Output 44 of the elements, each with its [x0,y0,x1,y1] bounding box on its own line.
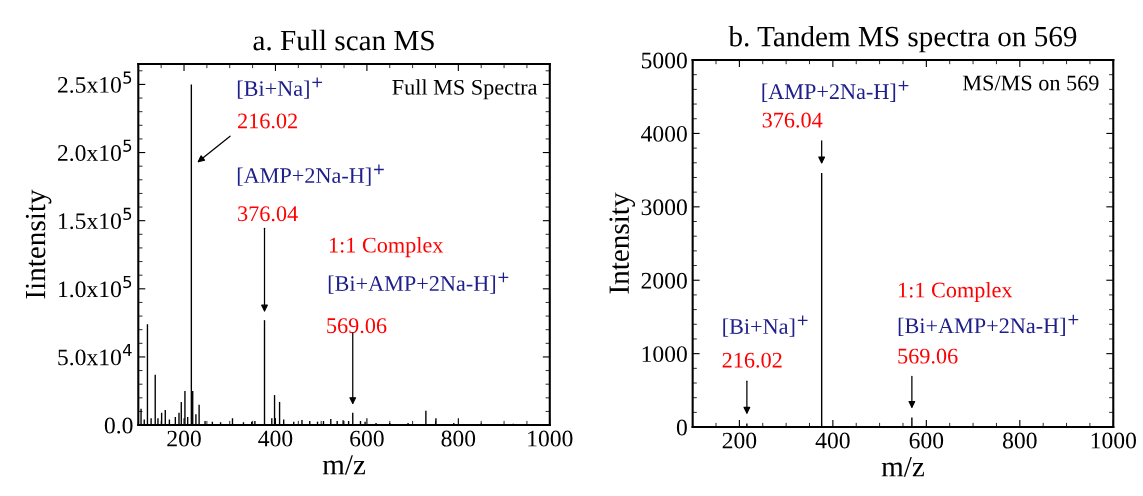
annotation: [Bi+Na]$^{+}$ [723,315,808,337]
annotation: [Bi+Na]$^{+}$ [237,77,323,99]
x-tick-label: 800 [1003,432,1037,449]
x-tick-label: 1000 [528,430,573,447]
annotation: [Bi+AMP+2Na-H]$^{+}$ [898,314,1079,337]
y-tick-label: 1.0x10$^{5}$ [59,275,132,298]
annotation: 1:1 Complex [899,281,1013,303]
x-tick-label: 600 [350,430,384,447]
x-tick-label: 200 [167,430,201,447]
annotation: 1:1 Complex [329,236,444,258]
y-tick-label: 5000 [641,52,687,69]
chart-title: a. Full scan MS [253,29,434,51]
y-axis-title: Iintensity [25,189,52,299]
y-tick-label: 0.0 [104,417,133,434]
x-tick-label: 800 [441,430,476,447]
y-tick-label: 1000 [642,346,687,363]
y-tick-label: 1.5x10$^{5}$ [59,207,132,230]
x-tick-label: 400 [815,432,850,449]
x-axis-title: m/z [881,457,925,477]
y-tick-label: 3000 [641,199,687,216]
annotation: 216.02 [722,352,782,368]
x-axis-title: m/z [322,455,366,475]
annotation: 569.06 [898,348,958,364]
chart-title: b. Tandem MS spectra on 569 [728,25,1077,53]
annotation: [AMP+2Na-H]$^{+}$ [762,80,909,102]
y-tick-label: 2.0x10$^{5}$ [57,139,132,162]
annotation: 569.06 [327,318,387,334]
annotation: [Bi+AMP+2Na-H]$^{+}$ [328,272,509,294]
y-tick-label: 4000 [641,125,687,142]
y-tick-label: 5.0x10$^{4}$ [58,344,132,366]
annotation: MS/MS on 569 [962,75,1099,91]
y-tick-label: 2000 [641,272,687,289]
annotation: 376.04 [238,206,298,222]
y-axis-title: Intensity [609,192,636,294]
annotation: [AMP+2Na-H]$^{+}$ [237,164,384,186]
annotation: Full MS Spectra [392,79,538,100]
y-tick-label: 0 [676,419,687,436]
x-tick-label: 400 [258,430,293,447]
annotation: 216.02 [238,113,297,129]
x-tick-label: 200 [722,432,757,449]
y-tick-label: 2.5x10$^{5}$ [57,71,132,93]
annotation: 376.04 [762,112,823,128]
x-tick-label: 1000 [1091,432,1136,449]
x-tick-label: 600 [909,432,944,449]
